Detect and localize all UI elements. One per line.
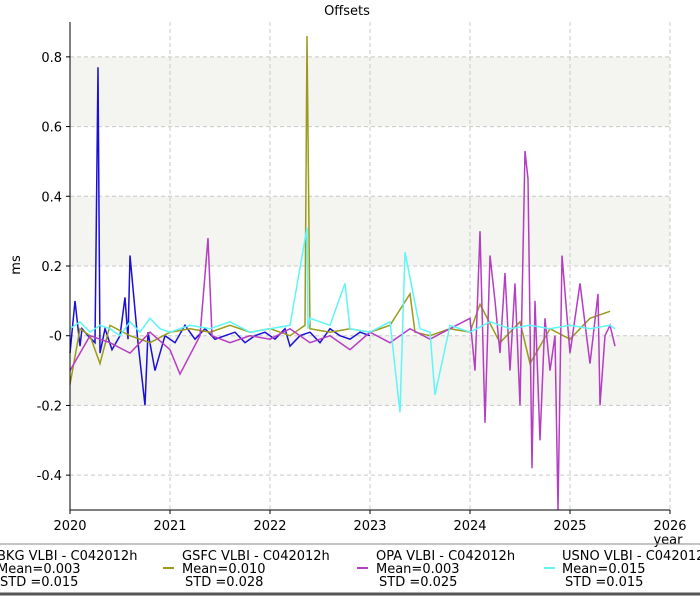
legend-std-3: STD =0.015 [565,575,643,590]
y-tick-label-0: 0.8 [41,51,62,66]
x-tick-label-3: 2023 [353,519,386,534]
series-line-1 [69,35,611,385]
legend-mean-1: Mean=0.010 [182,562,266,577]
x-tick-label-1: 2021 [153,519,186,534]
legend-name-2: OPA VLBI - C042012h [376,549,515,564]
y-tick-label-4: -0 [49,330,62,345]
x-tick-label-2: 2022 [253,519,286,534]
y-tick-label-5: -0.2 [37,399,62,414]
tick-labels: 0.8 0.6 0.4 0.2 -0 -0.2 -0.4 2020 2021 2022 2023 20… [37,51,687,534]
y-axis-label: ms [9,255,24,275]
y-tick-label-6: -0.4 [37,469,62,484]
legend-name-0: BKG VLBI - C042012h [0,549,137,564]
series-layer [69,35,616,511]
x-axis-label: year [653,533,683,548]
grid-lines [69,22,671,510]
legend-std-0: STD =0.015 [0,575,78,590]
x-tick-label-6: 2026 [653,519,686,534]
y-tick-label-2: 0.4 [41,190,62,205]
legend-mean-3: Mean=0.015 [562,562,646,577]
series-line-0 [69,67,371,406]
x-tick-label-5: 2025 [553,519,586,534]
series-line-3 [69,227,616,413]
chart-title: Offsets [324,4,370,19]
y-tick-label-1: 0.6 [41,121,62,136]
legend-std-1: STD =0.028 [185,575,263,590]
x-tick-label-4: 2024 [453,519,486,534]
legend-mean-0: Mean=0.003 [0,562,81,577]
legend-name-3: USNO VLBI - C042012h [562,549,700,564]
legend-mean-2: Mean=0.003 [376,562,460,577]
x-tick-label-0: 2020 [53,519,86,534]
legend-name-1: GSFC VLBI - C042012h [182,549,330,564]
y-tick-label-3: 0.2 [41,260,62,275]
series-line-2 [69,150,616,511]
legend-std-2: STD =0.025 [379,575,457,590]
